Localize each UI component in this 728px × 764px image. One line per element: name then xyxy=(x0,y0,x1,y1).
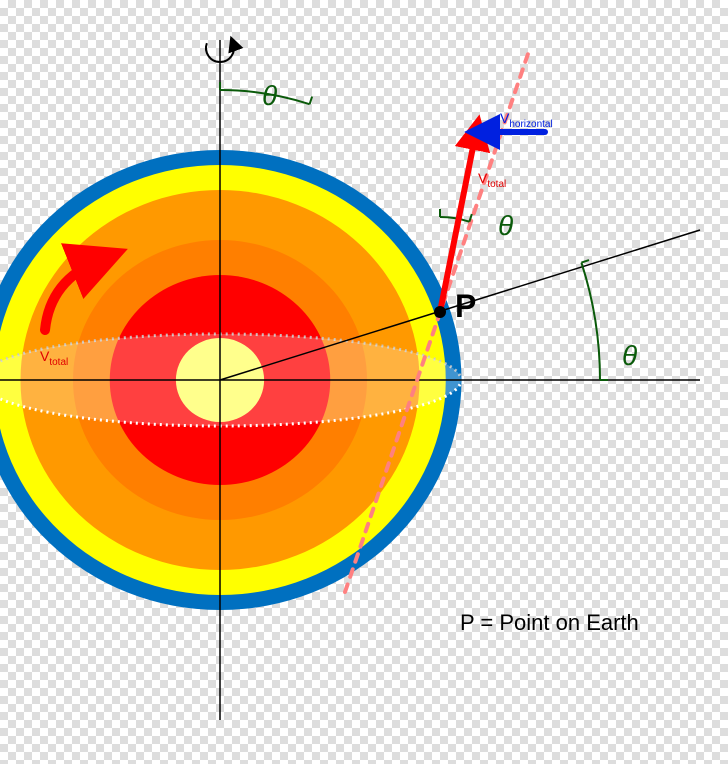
angle-tick xyxy=(310,97,312,105)
angle-arc-theta_top xyxy=(220,90,310,104)
earth-rotation-diagram xyxy=(0,0,728,764)
axes xyxy=(0,40,700,720)
angle-tick xyxy=(581,260,589,262)
point-P-marker xyxy=(434,306,446,318)
point-P xyxy=(434,306,446,318)
angle-arc-theta_right xyxy=(581,263,600,380)
angle-arc-theta_tangent xyxy=(440,217,469,222)
